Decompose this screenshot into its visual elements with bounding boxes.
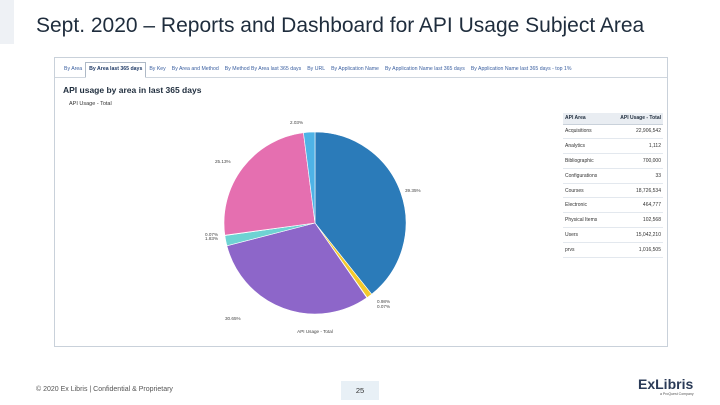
page-number: 25 <box>341 381 379 400</box>
table-cell-usage: 15,042,210 <box>607 227 663 243</box>
logo-subtext: a ProQuest Company <box>660 392 694 396</box>
table-row: Electronic 464,777 <box>563 197 663 214</box>
pie-slice[interactable] <box>303 131 316 224</box>
footer-copyright: © 2020 Ex Libris | Confidential & Propri… <box>36 386 173 393</box>
table-cell-usage: 700,000 <box>607 153 663 169</box>
exlibris-logo: ExLibris a ProQuest Company <box>638 376 702 398</box>
table-cell-area: Physical Items <box>563 212 608 229</box>
table-row: Bibliographic 700,000 <box>563 153 663 169</box>
tab-bar: By Area By Area last 365 days By Key By Are… <box>55 58 667 78</box>
pie-slice-label: 1.83% <box>205 236 218 241</box>
pie-slice-label: 39.35% <box>405 188 421 193</box>
pie-chart: 39.35%0.98%0.07%30.65%1.83%0.07%25.13%2.… <box>205 120 421 334</box>
pie-slice[interactable] <box>223 132 316 236</box>
table-cell-area: Acquisitions <box>563 124 608 140</box>
table-cell-usage: 102,568 <box>607 212 663 229</box>
pie-slice-label: 30.65% <box>225 316 241 321</box>
tab-4[interactable]: By Method By Area last 365 days <box>224 66 302 72</box>
table-cell-usage: 18,726,534 <box>607 183 663 199</box>
tab-7[interactable]: By Application Name last 365 days <box>384 66 465 72</box>
pie-slice-label: 0.07% <box>377 304 390 309</box>
table-cell-usage: 22,906,542 <box>607 124 663 140</box>
dashboard-screenshot: By Area By Area last 365 days By Key By Are… <box>54 57 668 347</box>
pie-slice-label: 0.07% <box>205 232 218 237</box>
table-row: prvs 1,016,505 <box>563 242 663 258</box>
slide-title: Sept. 2020 – Reports and Dashboard for A… <box>36 14 645 37</box>
table-header: API Usage - Total <box>607 113 663 125</box>
logo-text: ExLibris <box>638 376 694 392</box>
pie-slice[interactable] <box>314 131 407 295</box>
chart-subtitle: API Usage - Total <box>69 101 112 107</box>
pie-slice[interactable] <box>226 222 368 315</box>
tab-6[interactable]: By Application Name <box>331 66 379 72</box>
tab-5[interactable]: By URL <box>307 66 326 72</box>
table-cell-area: prvs <box>563 242 608 258</box>
tab-2[interactable]: By Key <box>149 66 166 72</box>
tab-8[interactable]: By Application Name last 365 days - top … <box>470 66 572 72</box>
table-cell-area: Courses <box>563 183 608 199</box>
tab-3[interactable]: By Area and Method <box>171 66 219 72</box>
table-row: Physical Items 102,568 <box>563 212 663 229</box>
table-cell-usage: 464,777 <box>607 197 663 214</box>
table-cell-area: Configurations <box>563 168 608 184</box>
table-cell-usage: 1,112 <box>607 138 663 155</box>
table-header: API Area <box>563 113 608 125</box>
pie-slice-label: 25.13% <box>215 159 231 164</box>
table-row: Analytics 1,112 <box>563 138 663 155</box>
table-cell-area: Bibliographic <box>563 153 608 169</box>
table-row: Configurations 33 <box>563 168 663 184</box>
table-row: Courses 18,726,534 <box>563 183 663 199</box>
pie-slice-label: 2.03% <box>290 120 303 125</box>
table-cell-usage: 33 <box>607 168 663 184</box>
pie-slice-label: 0.98% <box>377 299 390 304</box>
table-cell-area: Electronic <box>563 197 608 214</box>
chart-legend-title: API Usage - Total <box>297 329 333 334</box>
table-cell-area: Users <box>563 227 608 243</box>
table-row: Acquisitions 22,906,542 <box>563 124 663 140</box>
table-cell-usage: 1,016,505 <box>607 242 663 258</box>
table-row: Users 15,042,210 <box>563 227 663 243</box>
table-cell-area: Analytics <box>563 138 608 155</box>
panel-title: API usage by area in last 365 days <box>63 85 202 95</box>
api-usage-table: API Area API Usage - Total Acquisitions 22… <box>563 113 663 258</box>
tab-1[interactable]: By Area last 365 days <box>85 62 147 78</box>
slide-accent-bar <box>0 0 14 44</box>
tab-0[interactable]: By Area <box>64 66 83 72</box>
